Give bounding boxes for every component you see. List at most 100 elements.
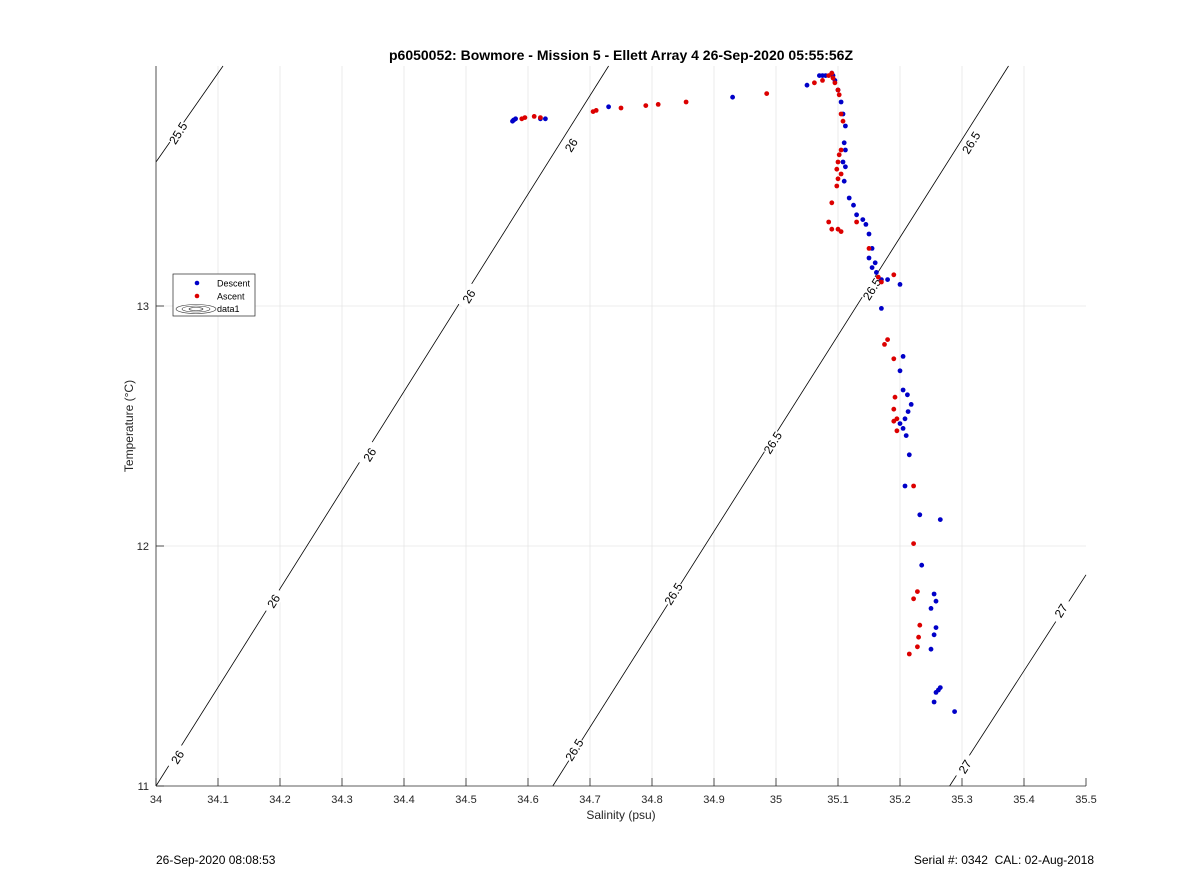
legend-label-descent: Descent [217,279,251,289]
descent-point-38 [900,354,906,359]
isopycnal-label-bg-0 [166,119,190,147]
ascent-point-45 [894,428,900,434]
descent-point-41 [905,392,910,398]
x-tick-label-3: 34.3 [331,794,352,806]
ascent-point-2 [531,114,537,119]
isopycnal-label-bg-11 [1049,597,1073,625]
descent-point-39 [897,368,903,374]
ascent-point-29 [826,219,832,225]
x-tick-label-7: 34.7 [579,794,600,806]
ascent-point-26 [835,176,841,182]
descent-point-53 [931,591,937,597]
descent-point-18 [841,140,847,146]
axes: 34 34.1 34.2 34.3 34.4 34.5 34.6 34.7 34.8 34.9 35… [137,66,1097,806]
data-points [510,70,957,714]
isopycnal-label-bg-3 [358,441,382,469]
descent-point-63 [952,709,957,714]
x-tick-label-9: 34.9 [703,794,724,806]
x-tick-label-15: 35.5 [1075,794,1096,806]
ascent-point-16 [832,80,838,86]
descent-point-37 [879,306,884,311]
descent-point-24 [851,202,856,208]
descent-point-20 [840,159,846,165]
ascent-point-50 [917,622,923,628]
descent-point-22 [841,178,847,184]
descent-point-45 [897,421,903,426]
ascent-point-34 [866,246,872,251]
descent-point-19 [843,147,848,153]
descent-point-31 [872,260,878,266]
chart-title: p6050052: Bowmore - Mission 5 - Ellett A… [389,47,853,63]
descent-point-21 [843,164,848,170]
descent-point-17 [843,123,848,129]
descent-point-36 [897,282,903,287]
descent-point-52 [919,562,925,568]
ascent-point-28 [829,200,835,206]
x-tick-label-11: 35.1 [827,794,848,806]
axes-background [156,66,1086,786]
descent-point-27 [863,222,869,227]
descent-point-32 [869,265,875,270]
isopycnal-label-bg-7 [860,275,884,303]
isopycnal-line-0 [155,65,224,163]
ascent-point-41 [892,394,898,400]
x-tick-label-6: 34.6 [517,794,538,806]
isopycnal-label-bg-6 [959,129,983,157]
ascent-point-3 [538,115,543,120]
legend-entry-ascent: Ascent [194,292,245,302]
descent-point-58 [928,646,934,652]
ascent-point-25 [838,171,844,177]
ascent-point-6 [618,105,624,111]
y-tick-label-0: 11 [138,781,149,793]
descent-point-6 [730,94,735,100]
ascent-point-20 [840,118,846,124]
ascent-point-51 [916,634,921,640]
descent-point-54 [933,598,939,604]
footer-serial-calibration: Serial #: 0342 CAL: 02-Aug-2018 [913,853,1094,867]
legend: Descent Ascent data1 [172,273,256,317]
descent-point-55 [928,606,934,611]
descent-point-61 [933,690,939,695]
descent-point-23 [846,195,852,201]
descent-point-46 [900,426,906,431]
ascent-point-17 [835,87,841,93]
descent-point-43 [905,409,911,414]
ascent-point-32 [838,229,844,235]
ascent-point-44 [891,418,897,424]
ascent-point-19 [838,111,844,117]
ascent-point-18 [836,92,842,98]
ascent-point-40 [891,356,897,362]
isopycnal-line-1 [155,65,609,787]
descent-point-28 [866,231,872,237]
ascent-point-52 [915,644,920,650]
x-tick-label-5: 34.5 [455,794,476,806]
isopycnal-label-bg-5 [166,743,190,771]
legend-label-data1: data1 [217,304,240,314]
series-descent [510,70,957,714]
series-ascent [519,70,923,657]
x-tick-label-13: 35.3 [951,794,972,806]
ascent-point-9 [683,99,689,105]
ascent-point-10 [764,91,770,96]
ascent-point-11 [812,80,817,86]
descent-point-30 [866,255,872,261]
x-tick-label-2: 34.2 [269,794,290,806]
x-tick-label-0: 34 [150,794,162,806]
y-tick-label-1: 12 [137,541,149,553]
ascent-point-37 [891,272,897,278]
ascent-point-33 [854,219,859,225]
descent-point-4 [543,116,548,122]
isopycnal-label-bg-9 [662,580,686,608]
ascent-point-14 [829,70,835,76]
descent-point-7 [804,82,810,88]
descent-point-47 [903,433,909,438]
isopycnal-label-bg-4 [262,587,286,615]
ascent-point-39 [882,342,887,347]
descent-point-15 [838,99,844,105]
ascent-point-23 [835,159,841,165]
descent-point-62 [931,699,937,705]
descent-point-56 [933,625,939,630]
ascent-point-21 [838,147,844,153]
descent-point-33 [874,270,879,275]
